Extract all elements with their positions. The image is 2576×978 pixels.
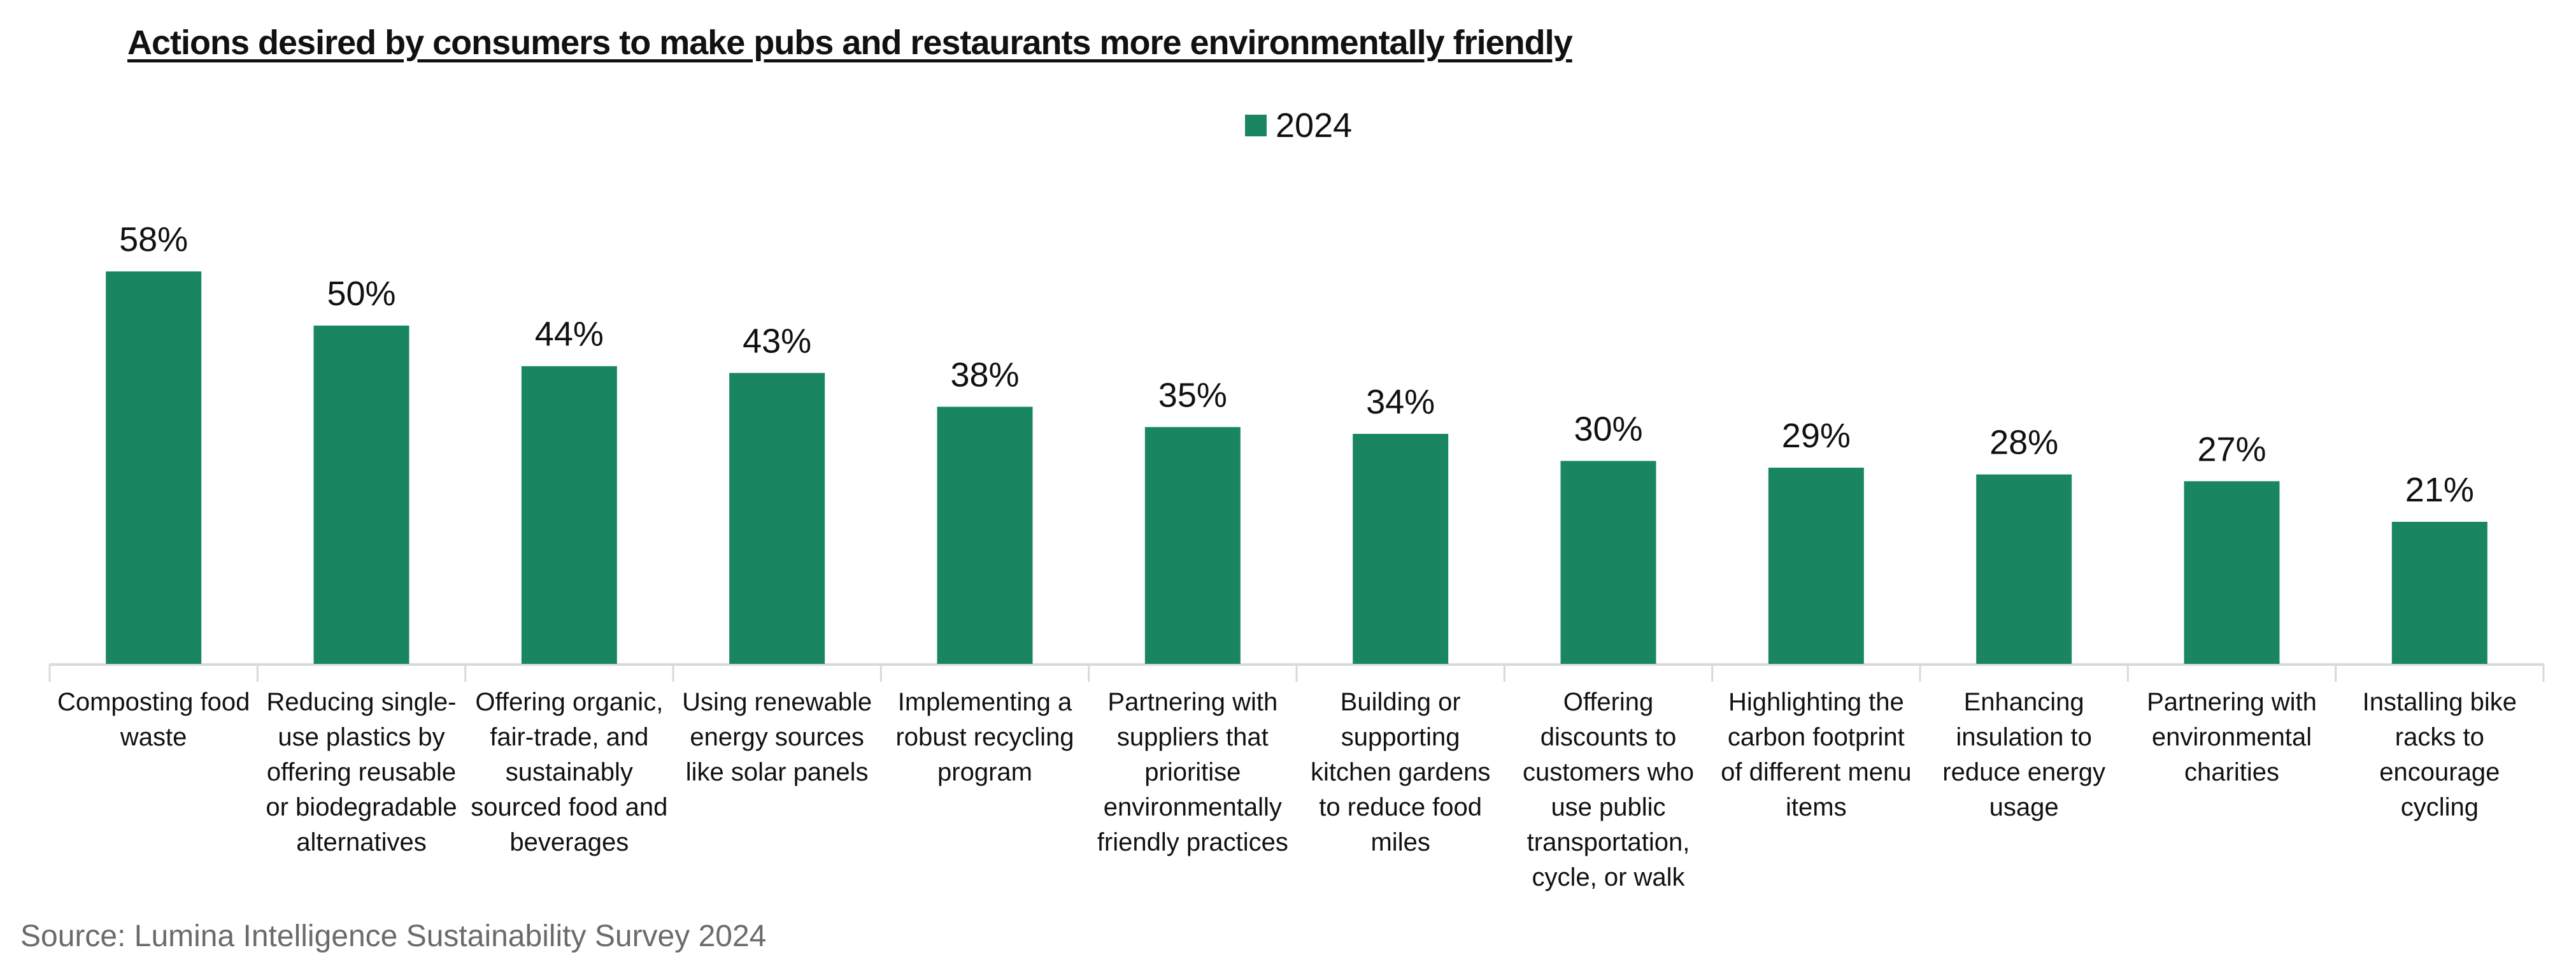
category-label: Offering organic, fair-trade, and sustai… bbox=[471, 688, 668, 856]
category-label: Using renewable energy sources like sola… bbox=[682, 688, 872, 786]
bar bbox=[1768, 468, 1864, 664]
bar bbox=[2391, 521, 2487, 664]
data-label: 38% bbox=[950, 356, 1019, 394]
data-label: 34% bbox=[1366, 383, 1435, 421]
bar bbox=[106, 271, 202, 664]
data-label: 50% bbox=[327, 275, 395, 313]
bar bbox=[1144, 427, 1241, 664]
data-label: 30% bbox=[1574, 410, 1642, 448]
source-note: Source: Lumina Intelligence Sustainabili… bbox=[20, 919, 767, 953]
category-label: Reducing single-use plastics by offering… bbox=[266, 688, 457, 856]
bar bbox=[1560, 461, 1656, 664]
bar bbox=[1976, 474, 2072, 664]
bar bbox=[937, 406, 1033, 664]
bar bbox=[729, 373, 825, 664]
data-label: 29% bbox=[1782, 417, 1851, 455]
chart-title: Actions desired by consumers to make pub… bbox=[127, 24, 1573, 62]
bar bbox=[2184, 481, 2280, 664]
data-label: 21% bbox=[2405, 471, 2474, 509]
category-label: Enhancing insulation to reduce energy us… bbox=[1942, 688, 2106, 821]
category-label: Offering discounts to customers who use … bbox=[1523, 688, 1694, 891]
data-label: 27% bbox=[2197, 430, 2266, 468]
bar bbox=[1353, 433, 1449, 664]
legend-swatch-2024 bbox=[1245, 115, 1267, 136]
data-label: 35% bbox=[1158, 376, 1227, 414]
bar bbox=[313, 326, 409, 664]
data-label: 43% bbox=[743, 322, 811, 360]
category-label: Installing bike racks to encourage cycli… bbox=[2362, 688, 2517, 821]
legend-label-2024: 2024 bbox=[1276, 106, 1353, 145]
bar bbox=[521, 366, 617, 664]
category-label: Composting food waste bbox=[57, 688, 250, 751]
category-label: Partnering with suppliers that prioritis… bbox=[1097, 688, 1288, 856]
category-label: Implementing a robust recycling program bbox=[895, 688, 1074, 786]
data-label: 44% bbox=[535, 315, 604, 354]
data-label: 28% bbox=[1989, 424, 2058, 462]
category-label: Partnering with environmental charities bbox=[2147, 688, 2317, 786]
legend: 2024 bbox=[1245, 106, 1352, 145]
data-label: 58% bbox=[119, 220, 188, 259]
category-label: Building or supporting kitchen gardens t… bbox=[1310, 688, 1491, 856]
category-label: Highlighting the carbon footprint of dif… bbox=[1721, 688, 1912, 821]
